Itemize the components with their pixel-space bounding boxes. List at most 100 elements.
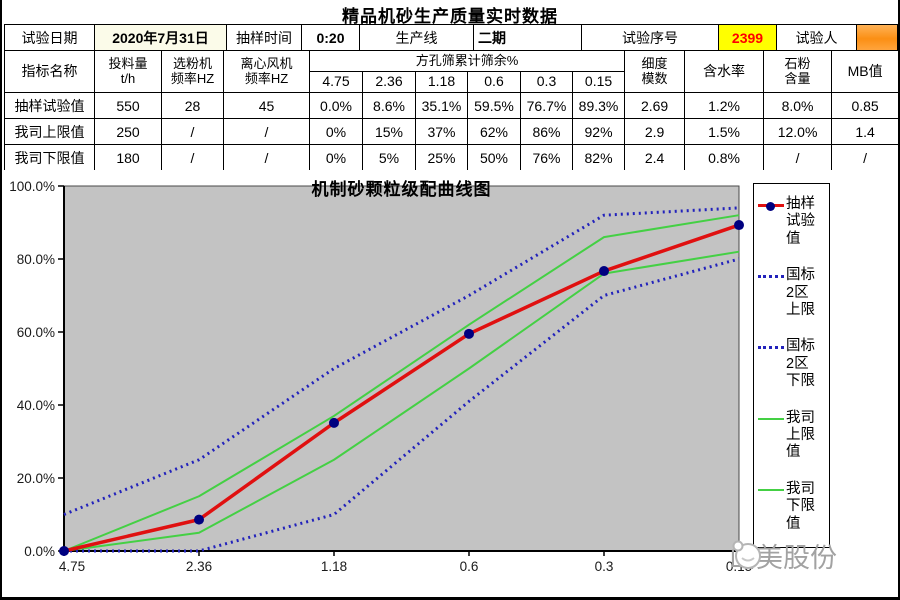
col-header-mb[interactable]: MB值 [831, 50, 898, 93]
sieve-size-header[interactable]: 2.36 [362, 71, 416, 93]
legend-line-sample [758, 417, 784, 420]
legend-label: 抽样 试验 值 [786, 196, 815, 247]
production-line-value[interactable]: 二期 [474, 25, 582, 50]
table-cell[interactable]: 86% [520, 118, 573, 145]
table-cell[interactable]: 2.4 [624, 144, 686, 171]
y-axis-label: 0.0% [24, 544, 55, 559]
y-axis-label: 40.0% [17, 398, 55, 413]
table-cell[interactable]: / [831, 144, 898, 171]
table-cell[interactable]: 1.2% [684, 92, 765, 119]
sieve-size-header[interactable]: 0.6 [467, 71, 521, 93]
table-cell[interactable]: 45 [223, 92, 310, 119]
table-cell[interactable]: 2.9 [624, 118, 686, 145]
table-cell[interactable]: 550 [94, 92, 162, 119]
table-cell[interactable]: 76% [520, 144, 573, 171]
sieve-size-header[interactable]: 1.18 [415, 71, 468, 93]
table-cell[interactable]: 50% [467, 144, 521, 171]
table-cell[interactable]: 0% [309, 118, 363, 145]
sieve-size-header-row: 4.75 2.36 1.18 0.6 0.3 0.15 [5, 71, 899, 93]
sieve-size-header[interactable]: 0.15 [571, 71, 626, 93]
series-line [63, 206, 740, 516]
table-cell[interactable]: / [763, 144, 833, 171]
col-header-indicator[interactable]: 指标名称 [4, 50, 95, 93]
legend-label: 国标 2区 下限 [786, 338, 815, 390]
sieve-size-header[interactable]: 4.75 [309, 71, 363, 93]
series-line [63, 214, 740, 552]
col-header-classifier[interactable]: 选粉机 频率HZ [161, 50, 224, 93]
table-cell[interactable]: 5% [362, 144, 416, 171]
table-cell[interactable]: 8.0% [763, 92, 833, 119]
table-cell[interactable]: 25% [415, 144, 468, 171]
sieve-size-header[interactable]: 0.3 [520, 71, 573, 93]
plot-area [63, 185, 740, 552]
table-cell[interactable]: 76.7% [520, 92, 573, 119]
x-axis-label: 2.36 [186, 559, 212, 574]
table-cell[interactable]: 1.4 [831, 118, 898, 145]
row-label[interactable]: 我司上限值 [4, 118, 95, 145]
table-cell[interactable]: 250 [94, 118, 162, 145]
table-cell[interactable]: 1.5% [684, 118, 765, 145]
table-cell[interactable]: 0% [309, 144, 363, 171]
data-point-marker [194, 514, 204, 525]
col-header-fan[interactable]: 离心风机 频率HZ [223, 50, 310, 93]
legend-label: 我司 上限 值 [786, 409, 815, 461]
table-cell[interactable]: 35.1% [415, 92, 468, 119]
x-axis-label: 0.6 [460, 559, 479, 574]
col-header-moisture[interactable]: 含水率 [684, 50, 765, 93]
sample-time-value[interactable]: 0:20 [302, 25, 360, 50]
test-date-value[interactable]: 2020年7月31日 [95, 25, 227, 50]
row-label[interactable]: 我司下限值 [4, 144, 95, 171]
tester-value[interactable] [857, 25, 897, 50]
y-axis-label: 20.0% [17, 471, 55, 486]
data-point-marker [329, 417, 339, 428]
legend-line-sample [758, 202, 784, 211]
table-cell[interactable]: 92% [571, 118, 626, 145]
legend-entry: 国标 2区 下限 [758, 338, 827, 390]
table-cell[interactable]: / [161, 144, 224, 171]
y-axis-label: 100.0% [9, 179, 55, 194]
col-header-sieve-group[interactable]: 方孔筛累计筛余% [308, 50, 626, 72]
legend-label: 国标 2区 上限 [786, 267, 815, 318]
table-cell[interactable]: 180 [94, 144, 162, 171]
legend-entry: 抽样 试验 值 [758, 196, 827, 248]
page-title: 精品机砂生产质量实时数据 [342, 7, 558, 26]
table-cell[interactable]: / [223, 144, 310, 171]
test-date-label: 试验日期 [5, 25, 95, 50]
table-cell[interactable]: 82% [571, 144, 626, 171]
sample-time-label: 抽样时间 [227, 25, 302, 50]
data-point-marker [59, 546, 69, 556]
row-label[interactable]: 抽样试验值 [4, 92, 95, 119]
series-line [63, 223, 740, 553]
table-cell[interactable]: 0.0% [309, 92, 363, 119]
table-row: 我司上限值 250//0% 15% 37% 62% 86% 92% 2.9 1.5% 12.0% 1… [4, 118, 898, 145]
table-cell[interactable]: 2.69 [624, 92, 686, 119]
col-header-stone-powder[interactable]: 石粉 含量 [763, 50, 833, 93]
table-cell[interactable]: 37% [415, 118, 468, 145]
table-cell[interactable]: 0.85 [831, 92, 898, 119]
watermark: 山美股份 [729, 536, 837, 575]
test-no-value[interactable]: 2399 [719, 25, 777, 50]
table-cell[interactable]: 12.0% [763, 118, 833, 145]
table-cell[interactable]: / [161, 118, 224, 145]
test-no-label: 试验序号 [582, 25, 719, 50]
table-cell[interactable]: 89.3% [571, 92, 626, 119]
table-cell[interactable]: 28 [161, 92, 224, 119]
table-cell[interactable]: 15% [362, 118, 416, 145]
grading-curve-chart: 0.0% 20.0% 40.0% 60.0% 80.0% 100.0% 4.75 2.36 1.… [9, 179, 752, 574]
data-point-marker [464, 328, 474, 339]
x-axis-label: 0.3 [595, 559, 614, 574]
table-row: 我司下限值 180//0% 5% 25% 50% 76% 82% 2.4 0.8% / / [4, 144, 898, 171]
col-header-fineness[interactable]: 细度 模数 [624, 50, 686, 93]
table-row: 抽样试验值 550 28 45 0.0% 8.6% 35.1% 59.5% 76.7% 89.3%… [4, 92, 898, 119]
table-cell[interactable]: 8.6% [362, 92, 416, 119]
indicator-table: 指标名称 投料量 t/h 选粉机 频率HZ 离心风机 频率HZ 方孔筛累计筛余%… [4, 50, 899, 171]
table-cell[interactable]: 0.8% [684, 144, 765, 171]
x-axis-label: 1.18 [321, 559, 347, 574]
production-line-label: 生产线 [360, 25, 474, 50]
legend-label: 我司 下限 值 [786, 480, 815, 532]
table-cell[interactable]: 59.5% [467, 92, 521, 119]
table-cell[interactable]: / [223, 118, 310, 145]
table-cell[interactable]: 62% [467, 118, 521, 145]
col-header-feed[interactable]: 投料量 t/h [94, 50, 162, 93]
data-point-marker [599, 266, 609, 277]
